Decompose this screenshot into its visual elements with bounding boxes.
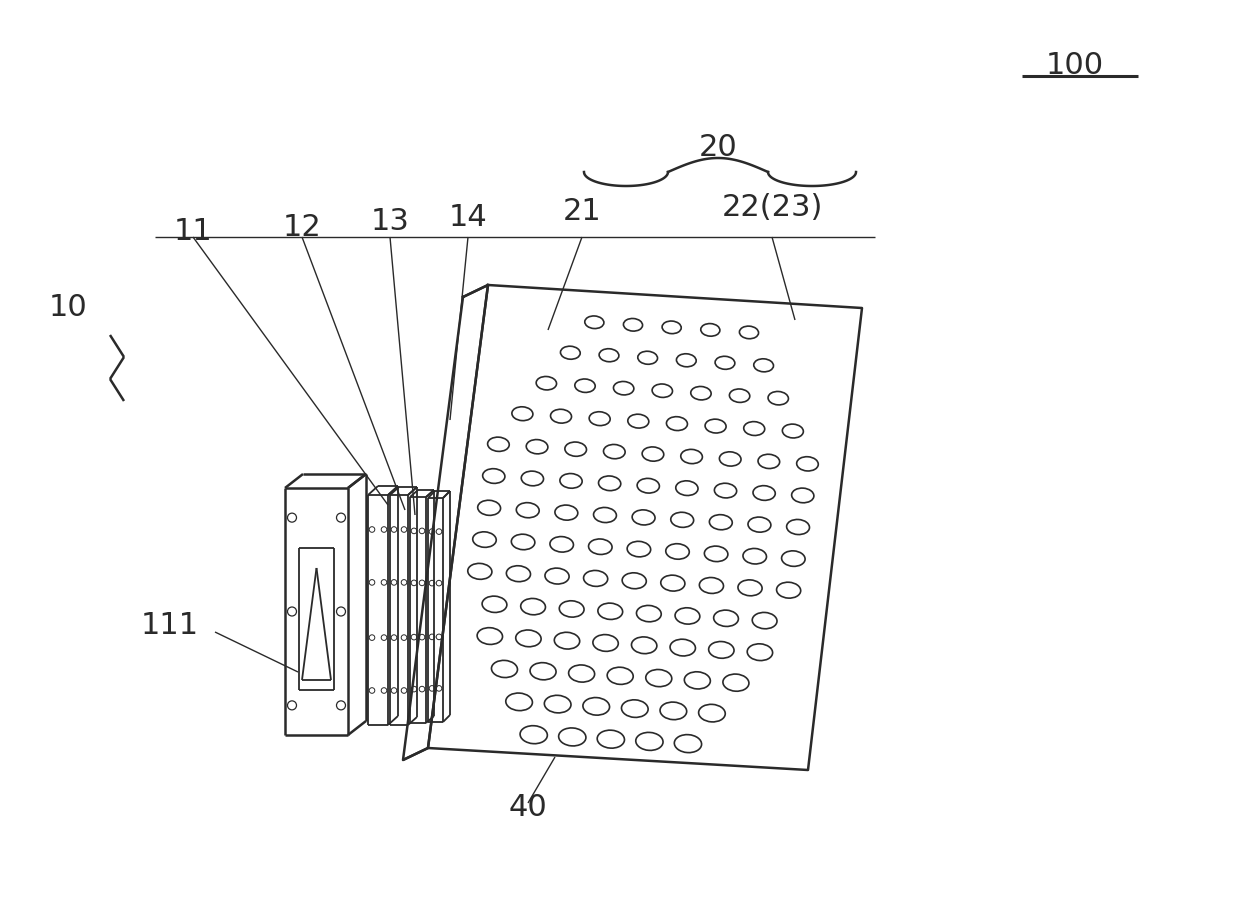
Text: 12: 12 bbox=[283, 213, 321, 241]
Text: 14: 14 bbox=[449, 203, 487, 232]
Text: 111: 111 bbox=[141, 611, 200, 640]
Text: 40: 40 bbox=[508, 794, 547, 823]
Text: 20: 20 bbox=[698, 133, 738, 162]
Text: 10: 10 bbox=[48, 294, 87, 323]
Text: 100: 100 bbox=[1045, 50, 1104, 79]
Text: 11: 11 bbox=[174, 217, 212, 247]
Text: 22(23): 22(23) bbox=[722, 193, 822, 222]
Text: 13: 13 bbox=[371, 207, 409, 236]
Text: 21: 21 bbox=[563, 197, 601, 226]
